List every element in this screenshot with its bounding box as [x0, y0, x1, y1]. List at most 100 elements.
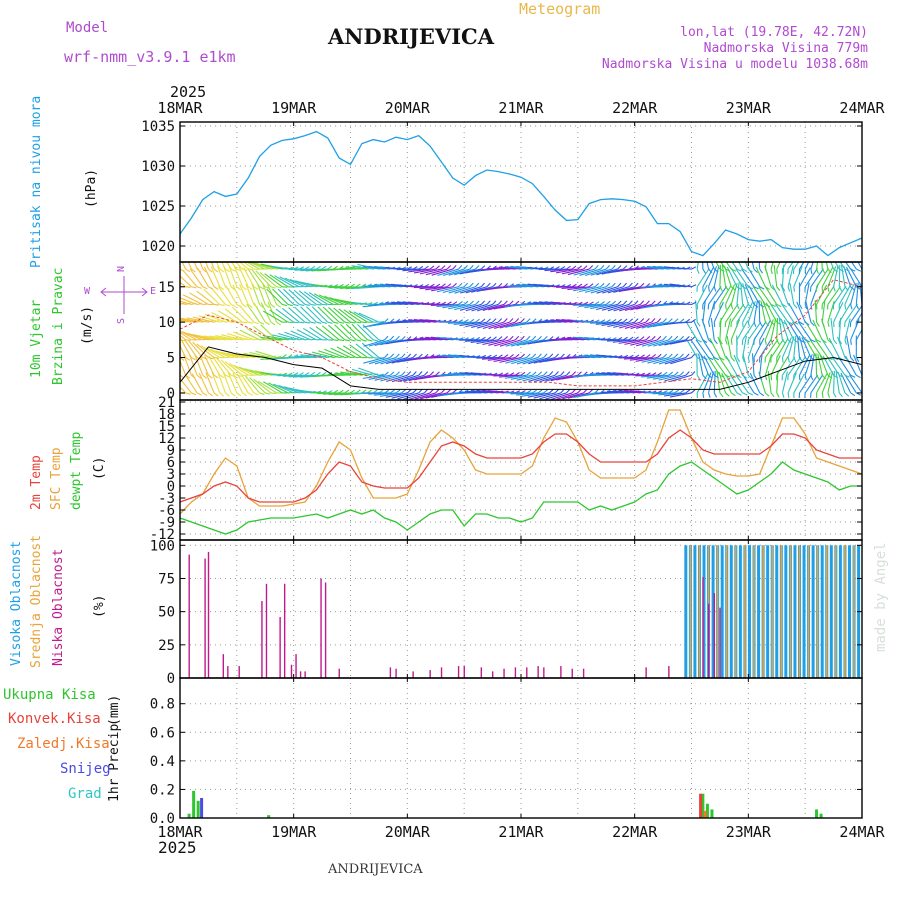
wind-barb — [797, 335, 801, 358]
wind-barb-head — [356, 321, 362, 324]
wind-barb-head — [560, 265, 566, 270]
wind-barb-head — [685, 318, 691, 323]
wind-barb — [664, 357, 686, 365]
wind-barb — [762, 301, 772, 323]
wind-barb-head — [344, 389, 350, 394]
wind-barb — [374, 357, 397, 365]
y-tick-label-wind: 10 — [158, 315, 175, 331]
wind-barb — [447, 373, 470, 376]
wind-barb — [833, 285, 847, 305]
wind-barb — [793, 266, 803, 287]
wind-barb — [348, 310, 368, 323]
wind-barb-head — [691, 301, 697, 305]
wind-barb-head — [645, 300, 650, 305]
footer-station: ANDRIJEVICA — [328, 862, 423, 877]
low-cloud-bar — [295, 654, 297, 678]
wind-barb-head — [713, 322, 716, 328]
wind-barb — [653, 357, 675, 365]
wind-barb — [516, 284, 539, 288]
wind-barb — [781, 303, 795, 323]
legend-total-rain: Ukupna Kisa — [3, 687, 96, 703]
wind-barb — [453, 321, 476, 326]
wind-barb-head — [719, 286, 723, 292]
wind-barb — [211, 372, 221, 394]
wind-barb — [775, 303, 789, 323]
wind-barb-head — [549, 371, 554, 376]
wind-barb — [770, 262, 774, 270]
wind-barb — [578, 286, 601, 293]
wind-barb — [187, 262, 192, 270]
elevation-info: Nadmorska Visina 779m — [703, 41, 868, 56]
wind-barb — [454, 268, 476, 276]
wind-barb — [249, 262, 272, 270]
wind-barb-head — [361, 339, 367, 342]
wind-barb-head — [594, 301, 600, 305]
wind-barb-head — [497, 318, 503, 323]
wind-barb — [226, 332, 249, 341]
wind-barb — [225, 262, 232, 270]
wind-barb — [222, 372, 232, 394]
low-cloud-bar — [395, 668, 397, 678]
wind-barb — [595, 321, 618, 325]
wind-barb-head — [776, 392, 780, 398]
wind-barb — [652, 374, 675, 380]
wind-barb — [419, 268, 442, 275]
wind-barb-head — [350, 339, 356, 342]
precip-bar — [200, 798, 204, 818]
wind-barb — [725, 262, 732, 270]
wind-barb — [809, 339, 823, 358]
wind-barb — [224, 361, 243, 376]
wind-barb — [208, 355, 221, 376]
wind-barb — [333, 307, 351, 323]
wind-barb-head — [696, 374, 701, 380]
wind-barb — [313, 293, 334, 305]
wind-barb-head — [782, 321, 788, 325]
wind-barb-head — [270, 321, 276, 326]
wind-barb-head — [339, 321, 345, 324]
y-tick-label-clouds: 100 — [150, 538, 175, 554]
wind-barb — [669, 302, 692, 306]
wind-barb-head — [543, 389, 548, 394]
wind-barb — [180, 377, 192, 394]
high-cloud-bar — [738, 545, 742, 678]
wind-barb — [374, 283, 397, 288]
wind-barb-head — [406, 389, 412, 394]
wind-barb — [787, 356, 802, 376]
wind-barb — [821, 285, 835, 305]
wind-barb-head — [202, 357, 208, 360]
wind-barb — [715, 262, 721, 270]
wind-barb — [816, 268, 830, 288]
wind-barb — [696, 268, 710, 288]
wind-barb — [247, 267, 261, 288]
wind-barb-head — [185, 286, 191, 288]
wind-barb — [692, 319, 704, 341]
low-cloud-bar — [491, 671, 494, 678]
wind-barb — [741, 268, 755, 288]
wind-barb-head — [679, 389, 685, 394]
wind-barb — [555, 318, 578, 323]
high-cloud-bar — [684, 545, 688, 678]
wind-barb — [245, 375, 260, 394]
high-cloud-bar — [757, 545, 761, 678]
wind-barb — [182, 294, 203, 305]
wind-barb — [812, 319, 823, 341]
wind-barb-head — [725, 392, 730, 397]
y-tick-label-temperature: -3 — [158, 491, 175, 507]
wind-barb-head — [577, 265, 582, 270]
y-tick-label-temperature: 6 — [167, 455, 175, 471]
wind-barb — [787, 336, 795, 358]
high-cloud-bar — [829, 545, 833, 678]
wind-barb-head — [441, 265, 446, 270]
wind-barb — [249, 351, 272, 359]
low-cloud-bar — [299, 671, 302, 678]
wind-barb — [735, 268, 749, 288]
wind-barb — [787, 320, 800, 341]
wind-barb-head — [719, 357, 725, 361]
wind-barb — [528, 374, 550, 382]
wind-barb — [814, 300, 818, 323]
wind-barb — [607, 286, 630, 294]
wind-barb-head — [753, 321, 757, 327]
wind-barb — [180, 275, 192, 288]
wind-barb — [180, 281, 187, 288]
wind-barb-head — [600, 282, 605, 288]
